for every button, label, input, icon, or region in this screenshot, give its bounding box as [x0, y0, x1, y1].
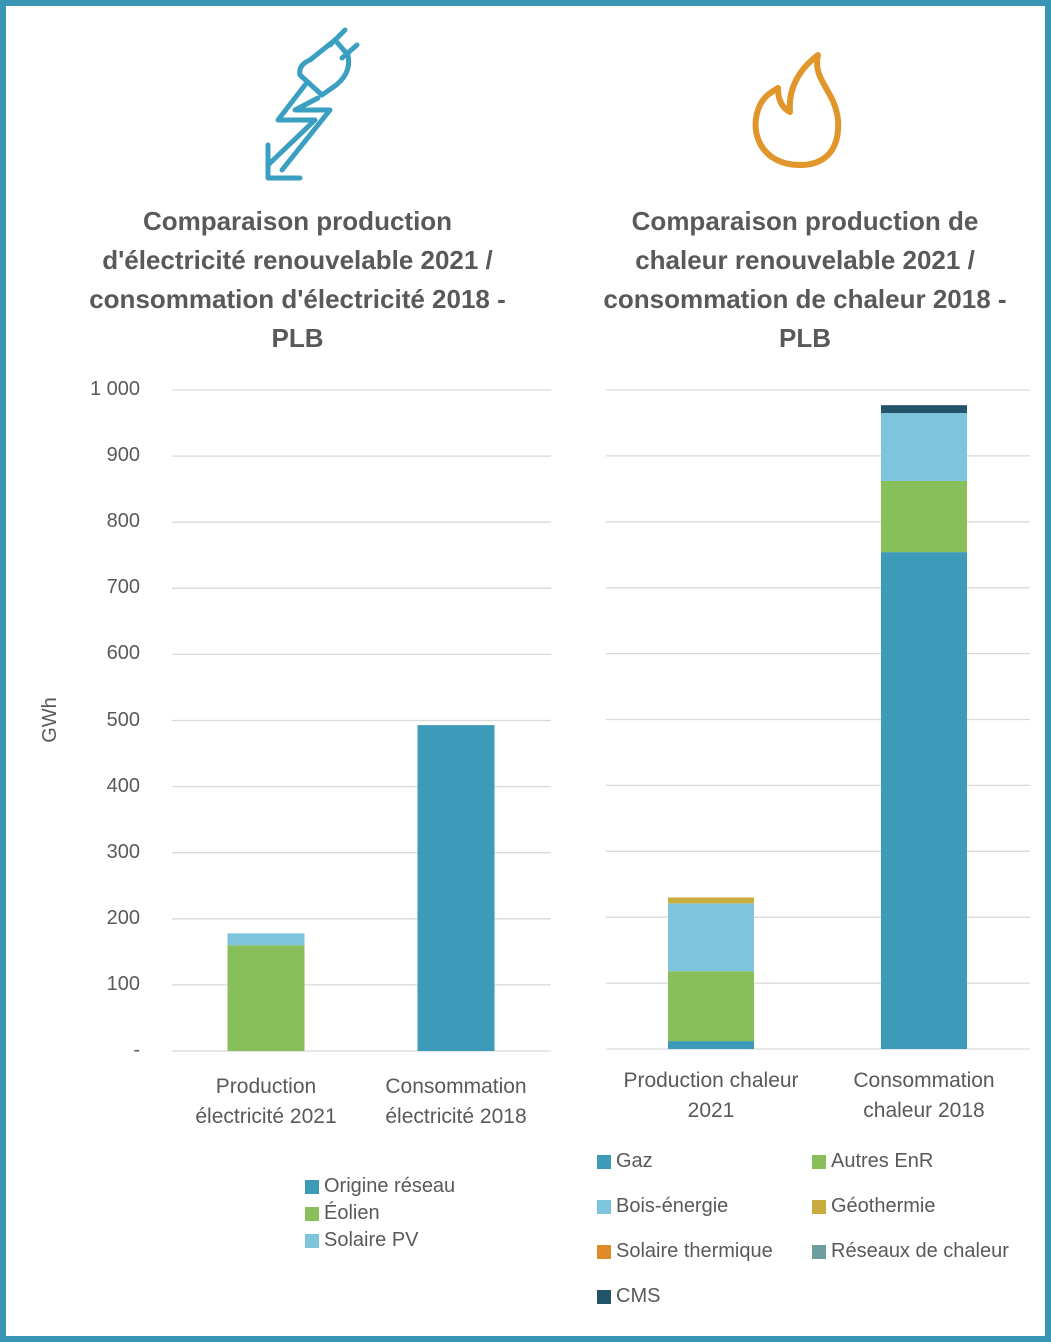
- legend-swatch: [305, 1206, 319, 1221]
- legend-item: Solaire thermique: [597, 1240, 773, 1263]
- x-tick-label: Consommation chaleur 2018: [853, 1069, 995, 1122]
- bar-segment: [668, 897, 754, 904]
- plug-icon: [265, 27, 360, 181]
- legend-label: Solaire thermique: [616, 1240, 773, 1262]
- bar-segment: [227, 933, 305, 946]
- legend-swatch: [597, 1289, 611, 1304]
- bar-segment: [881, 405, 967, 414]
- legend-item: Autres EnR: [812, 1150, 933, 1173]
- chart-title: Comparaison production de chaleur renouv…: [603, 206, 1007, 353]
- legend-swatch: [812, 1199, 826, 1214]
- legend-label: Autres EnR: [831, 1150, 934, 1172]
- x-tick-label: Production chaleur 2021: [623, 1069, 799, 1122]
- legend-label: Géothermie: [831, 1195, 936, 1217]
- x-tick-label: Consommation électricité 2018: [385, 1075, 527, 1128]
- legend-swatch: [597, 1199, 611, 1214]
- legend-swatch: [305, 1233, 319, 1248]
- y-tick-label: 900: [106, 444, 140, 467]
- y-tick-label: 1 000: [89, 378, 140, 400]
- bar-segment: [668, 971, 754, 1042]
- bar-segment: [881, 480, 967, 553]
- legend-swatch: [597, 1244, 611, 1259]
- legend-label: CMS: [616, 1285, 661, 1307]
- y-tick-label: 400: [106, 774, 140, 797]
- bar-segment: [881, 413, 967, 481]
- legend-label: Éolien: [324, 1202, 380, 1224]
- bar-segment: [668, 903, 754, 972]
- y-tick-label: 800: [106, 510, 140, 533]
- y-tick-label: 600: [106, 642, 140, 665]
- bar-segment: [417, 725, 495, 1051]
- flame-icon: [752, 52, 842, 168]
- bar-segment: [881, 552, 967, 1049]
- legend-item: Gaz: [597, 1150, 653, 1173]
- bar-segment: [227, 945, 305, 1051]
- y-tick-label: 500: [106, 708, 140, 731]
- y-tick-label: 100: [106, 972, 140, 995]
- legend-label: Réseaux de chaleur: [831, 1240, 1009, 1262]
- y-tick-label: 700: [106, 576, 140, 599]
- legend-item: Réseaux de chaleur: [812, 1240, 1009, 1263]
- legend-swatch: [812, 1154, 826, 1169]
- bar-segment: [668, 1041, 754, 1049]
- legend-label: Gaz: [616, 1150, 653, 1172]
- legend-item: Géothermie: [812, 1195, 936, 1218]
- chart-title: Comparaison production d'électricité ren…: [89, 206, 506, 353]
- legend-label: Solaire PV: [324, 1229, 419, 1251]
- legend-item: Éolien: [305, 1202, 380, 1225]
- legend-label: Origine réseau: [324, 1175, 456, 1197]
- legend-item: Bois-énergie: [597, 1195, 728, 1218]
- legend-item: Solaire PV: [305, 1229, 419, 1252]
- y-tick-label: 300: [106, 840, 140, 863]
- legend-label: Bois-énergie: [616, 1195, 729, 1217]
- x-tick-label: Production électricité 2021: [195, 1075, 337, 1128]
- legend-item: CMS: [597, 1285, 660, 1308]
- legend-swatch: [812, 1244, 826, 1259]
- legend-swatch: [597, 1154, 611, 1169]
- y-tick-label: -: [133, 1039, 140, 1061]
- legend-swatch: [305, 1179, 319, 1194]
- y-tick-label: 200: [106, 906, 140, 929]
- legend-item: Origine réseau: [305, 1175, 455, 1198]
